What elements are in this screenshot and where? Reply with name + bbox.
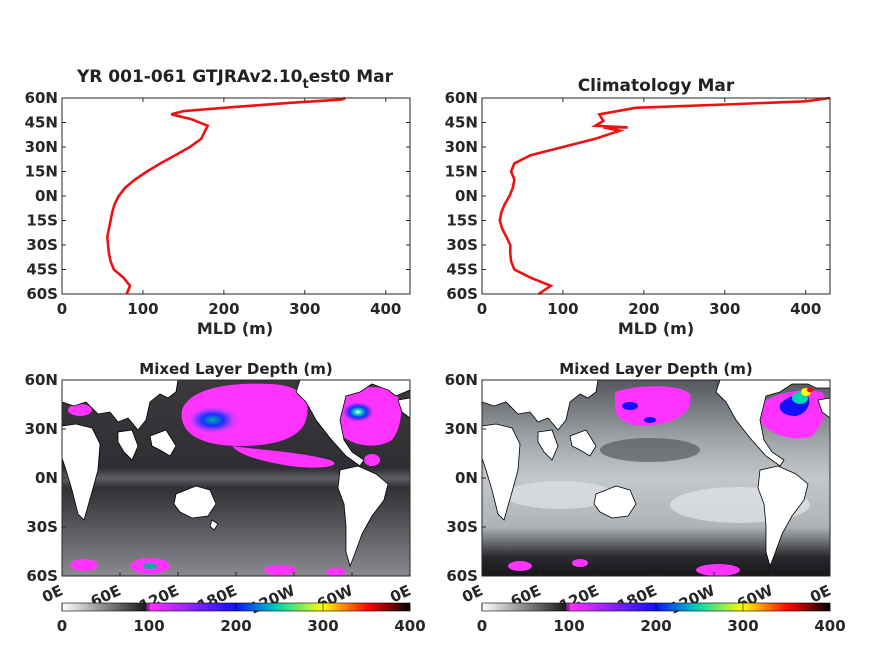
y-tick-label: 60N [445,371,478,389]
x-axis-label: MLD (m) [197,319,273,338]
profile-panel-left: YR 001-061 GTJRAv2.10test0 Mar 60N 45N 30N… [25,67,411,338]
y-tick-label: 30S [26,236,58,254]
x-tick-label: 400 [370,300,401,318]
colorbar-tick-label: 200 [640,617,671,635]
dark-band [600,438,700,462]
x-tick-label: 400 [790,300,821,318]
y-tick-label: 45N [445,114,478,132]
y-tick-label: 60S [446,285,478,303]
mld-profile-line [498,96,831,296]
y-tick-label: 45S [446,261,478,279]
y-tick-label: 30S [26,518,58,536]
southern-patch-b [572,559,588,567]
x-tick-label: 0 [57,300,67,318]
y-tick-label: 0N [455,187,478,205]
pacific-core-1 [622,402,638,410]
y-tick-label: 30N [445,138,478,156]
colorbar-tick-label: 300 [727,617,758,635]
y-tick-label: 60S [26,567,58,585]
north-pacific-deep-mld [615,386,691,426]
x-tick-label: 200 [208,300,239,318]
y-tick-label: 45S [26,261,58,279]
y-tick-label: 15N [25,163,58,181]
southern-patch-b [70,559,98,571]
x-tick-label: 0E [387,581,413,606]
x-axis-label: MLD (m) [618,319,694,338]
y-tick-label: 30S [446,518,478,536]
y-tick-label: 30N [445,420,478,438]
x-tick-label: 0E [807,581,833,606]
pale-band-1 [505,481,615,509]
southern-patch-a [508,561,532,571]
atlantic-subtropics [364,454,380,466]
y-tick-label: 15N [445,163,478,181]
panel-title: Mixed Layer Depth (m) [559,360,752,378]
panel-title: Mixed Layer Depth (m) [139,360,332,378]
y-tick-label: 60S [26,285,58,303]
colorbar-tick-label: 0 [57,617,67,635]
x-tick-label: 0 [477,300,487,318]
subtropical-pacific-band [232,446,335,468]
southern-patch-c [264,565,296,575]
panel-title: Climatology Mar [578,76,735,96]
panel-title: YR 001-061 GTJRAv2.10test0 Mar [76,67,394,92]
y-tick-label: 45N [25,114,58,132]
kuroshio-core [191,407,239,433]
y-tick-label: 0N [35,469,58,487]
southern-patch-d [326,568,346,576]
colorbar-tick-label: 200 [220,617,251,635]
y-tick-label: 15S [26,212,58,230]
mediterranean-patch [68,404,92,416]
land-masses [481,379,831,568]
y-tick-label: 60N [25,371,58,389]
x-tick-label: 0E [39,581,65,606]
x-tick-label: 200 [628,300,659,318]
colorbar-tick-label: 0 [477,617,487,635]
y-tick-label: 30N [25,138,58,156]
north-atlantic-core [344,403,372,421]
y-tick-label: 30N [25,420,58,438]
y-tick-label: 0N [35,187,58,205]
y-tick-label: 15S [446,212,478,230]
x-tick-label: 100 [547,300,578,318]
x-tick-label: 120W [247,581,298,618]
y-tick-label: 30S [446,236,478,254]
y-tick-label: 60N [25,89,58,107]
mld-profile-line [105,96,346,295]
x-tick-label: 100 [127,300,158,318]
southern-patch-c [696,564,740,576]
colorbar-tick-label: 100 [133,617,164,635]
y-tick-label: 60N [445,89,478,107]
x-tick-label: 300 [289,300,320,318]
pacific-core-2 [644,417,656,423]
colorbar-tick-label: 400 [394,617,425,635]
plot-frame [61,97,411,295]
x-tick-label: 120W [667,581,718,618]
profile-panel-right: Climatology Mar 60N 45N 30N 15N 0N 15S 30S 45S 6… [445,76,831,338]
southern-patch-a-core [143,563,157,569]
plot-frame [61,379,411,577]
labrador-max [807,387,813,393]
land-masses [61,379,411,568]
y-tick-label: 0N [455,469,478,487]
colorbar-tick-label: 400 [814,617,845,635]
x-tick-label: 0E [459,581,485,606]
colorbar-tick-label: 300 [307,617,338,635]
y-tick-label: 60S [446,567,478,585]
x-tick-label: 300 [709,300,740,318]
plot-frame [481,379,831,577]
plot-frame [481,97,831,295]
colorbar-tick-label: 100 [553,617,584,635]
